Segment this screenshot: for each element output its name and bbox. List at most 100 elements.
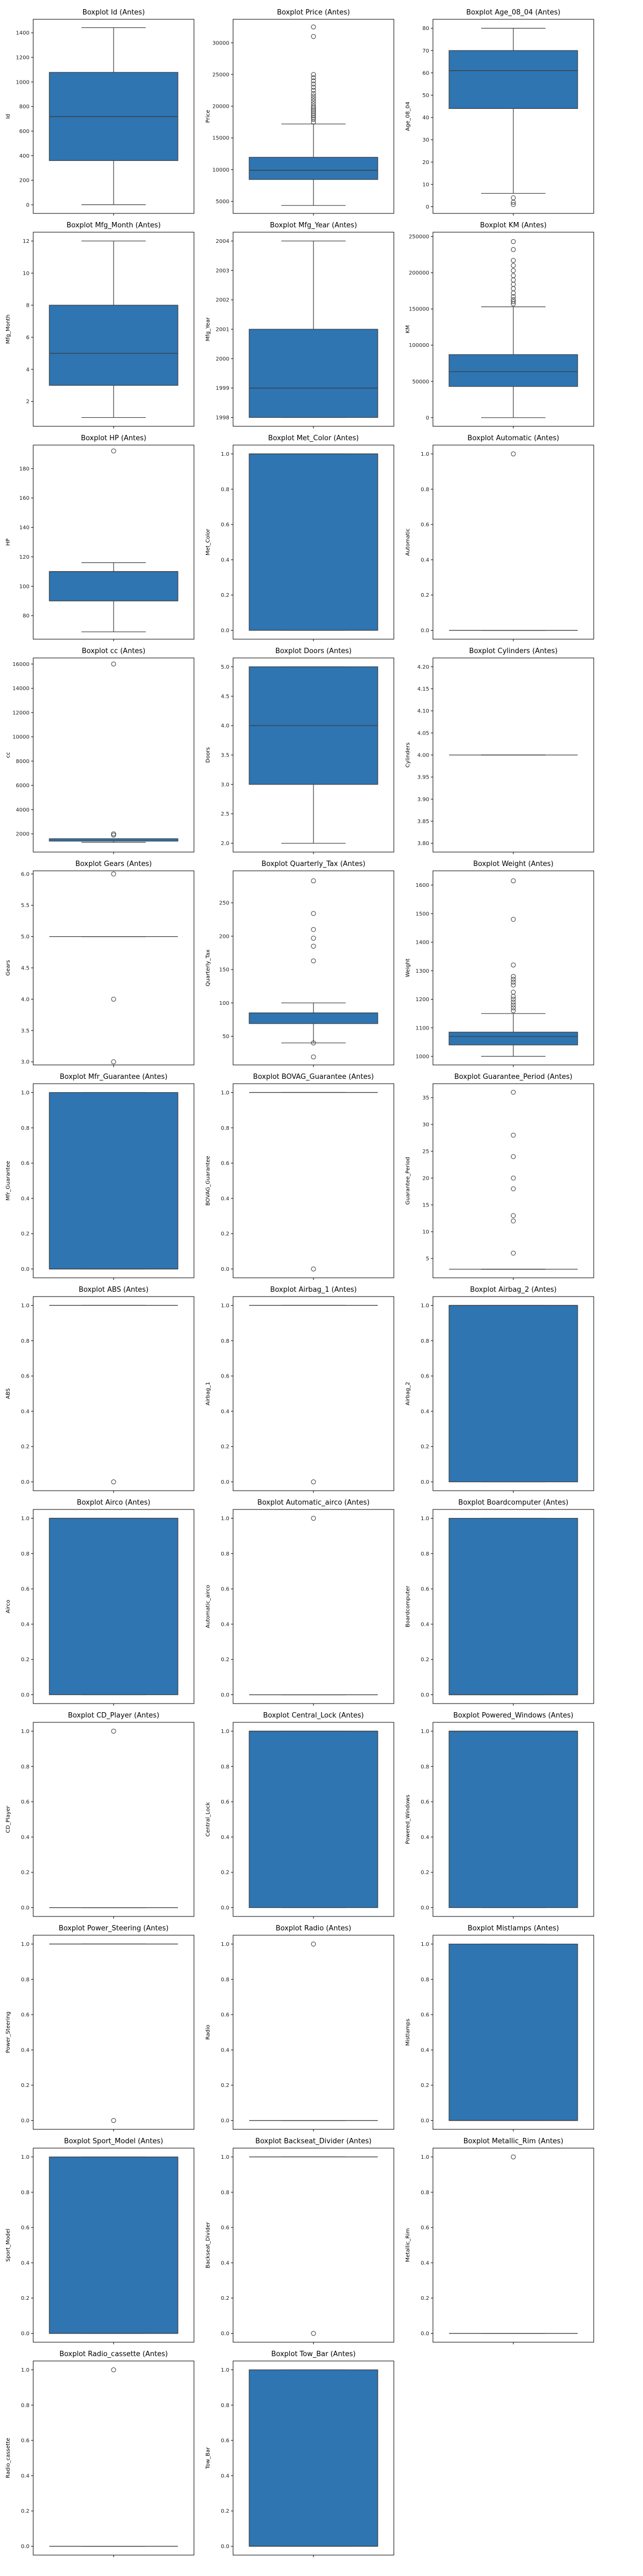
y-tick-label: 0.2 <box>421 593 429 598</box>
outlier-point <box>511 917 516 922</box>
y-tick-label: 0.2 <box>421 1444 429 1450</box>
y-tick-label: 1000 <box>16 79 29 85</box>
axes-frame <box>432 2148 594 2343</box>
y-tick-label: 2004 <box>216 239 229 245</box>
y-tick-label: 5 <box>426 1256 429 1262</box>
y-tick-label: 0.2 <box>221 1870 229 1876</box>
y-tick-label: 0.0 <box>21 1905 29 1911</box>
axes-frame <box>33 1722 195 1917</box>
y-tick-label: 0.2 <box>21 2508 29 2514</box>
y-tick-label: 0.2 <box>221 593 229 598</box>
axes-frame <box>233 1935 394 2130</box>
outlier-point <box>311 82 316 87</box>
subplot-21: Boxplot Airbag_2 (Antes) Airbag_2 0.0 0.2 0.… <box>405 1286 594 1493</box>
y-tick-label: 0.6 <box>21 2012 29 2018</box>
y-tick-label: 0.0 <box>221 2331 229 2337</box>
outlier-point <box>111 1059 116 1064</box>
y-tick-label: 0.8 <box>421 1764 429 1770</box>
subplot-title: Boxplot Powered_Windows (Antes) <box>453 1712 573 1720</box>
axes-frame <box>233 1509 394 1704</box>
outlier-point <box>311 101 316 106</box>
subplot-12: Boxplot Cylinders (Antes) Cylinders 3.80 3.… <box>405 647 594 854</box>
y-tick-label: 4.0 <box>221 723 229 729</box>
y-tick-label: 0.8 <box>421 2190 429 2196</box>
outlier-point <box>111 996 116 1002</box>
y-tick-label: 150000 <box>409 307 429 313</box>
outlier-point <box>111 448 116 454</box>
outlier-point <box>511 1186 516 1191</box>
y-tick-label: 0.0 <box>221 628 229 634</box>
y-tick-label: 0.0 <box>21 2331 29 2337</box>
axes-frame <box>33 1296 195 1491</box>
y-tick-label: 120 <box>19 554 29 560</box>
axes-frame <box>33 2360 195 2556</box>
outlier-point <box>511 297 516 302</box>
outlier-point <box>511 273 516 278</box>
outlier-point <box>311 120 316 125</box>
y-tick-label: 0.0 <box>221 1692 229 1698</box>
y-tick-label: 0.6 <box>21 2225 29 2231</box>
y-tick-label: 0.0 <box>221 1479 229 1485</box>
subplot-title: Boxplot cc (Antes) <box>82 647 146 655</box>
y-tick-label: 3.5 <box>221 753 229 759</box>
y-tick-label: 250 <box>219 900 229 906</box>
y-axis-label: Weight <box>405 959 411 978</box>
y-tick-label: 0.2 <box>421 1657 429 1663</box>
y-axis-label: Automatic_airco <box>205 1585 211 1628</box>
y-tick-label: 0.4 <box>421 2047 429 2053</box>
subplot-6: Boxplot KM (Antes) KM 0 50000 100000 150000 20… <box>405 221 594 428</box>
y-axis-label: CD_Player <box>5 1805 11 1833</box>
outlier-point <box>311 927 316 932</box>
subplot-title: Boxplot Airco (Antes) <box>77 1499 150 1507</box>
subplot-24: Boxplot Boardcomputer (Antes) Boardcomput… <box>405 1499 594 1706</box>
y-axis-label: Age_08_04 <box>405 102 411 131</box>
y-axis-label: Price <box>205 110 211 123</box>
y-tick-label: 1400 <box>416 940 429 946</box>
subplot-title: Boxplot Automatic_airco (Antes) <box>257 1499 369 1507</box>
outlier-point <box>111 1479 116 1485</box>
y-tick-label: 0.4 <box>221 1196 229 1202</box>
outlier-point <box>511 1000 516 1005</box>
y-tick-label: 0.4 <box>21 1834 29 1840</box>
outlier-point <box>311 878 316 884</box>
outlier-point <box>311 72 316 77</box>
subplot-3: Boxplot Age_08_04 (Antes) Age_08_04 0 10 20 3… <box>405 9 594 216</box>
y-tick-label: 0.2 <box>221 1657 229 1663</box>
subplot-title: Boxplot Sport_Model (Antes) <box>64 2137 163 2145</box>
y-tick-label: 10 <box>23 271 29 277</box>
y-tick-label: 0.6 <box>421 1800 429 1805</box>
outlier-point <box>511 1250 516 1256</box>
subplot-26: Boxplot Central_Lock (Antes) Central_Lock… <box>205 1712 394 1919</box>
y-tick-label: 0.0 <box>421 2118 429 2124</box>
y-tick-label: 3.95 <box>417 775 429 781</box>
y-axis-label: Radio <box>205 2025 211 2040</box>
outlier-point <box>511 2154 516 2159</box>
y-tick-label: 4.15 <box>417 686 429 692</box>
outlier-point <box>511 247 516 252</box>
y-axis-label: KM <box>405 325 411 333</box>
subplot-title: Boxplot Mfr_Guarantee (Antes) <box>59 1073 167 1081</box>
subplot-title: Boxplot Weight (Antes) <box>473 860 554 868</box>
y-tick-label: 0.8 <box>421 487 429 493</box>
iqr-box <box>49 838 178 842</box>
y-tick-label: 0.6 <box>421 2012 429 2018</box>
y-tick-label: 3.85 <box>417 819 429 825</box>
outlier-point <box>311 109 316 115</box>
subplot-28: Boxplot Power_Steering (Antes) Power_Stee… <box>5 1924 195 2131</box>
subplot-18: Boxplot Guarantee_Period (Antes) Guarante… <box>405 1073 594 1280</box>
y-tick-label: 50 <box>222 1034 229 1040</box>
y-tick-label: 0.2 <box>421 1870 429 1876</box>
iqr-box <box>49 2156 178 2334</box>
y-tick-label: 50000 <box>412 379 429 385</box>
y-axis-label: Guarantee_Period <box>405 1157 411 1204</box>
y-tick-label: 6.0 <box>21 871 29 877</box>
outlier-point <box>311 85 316 90</box>
y-tick-label: 3.0 <box>21 1060 29 1065</box>
outlier-point <box>511 1154 516 1159</box>
outlier-point <box>311 958 316 964</box>
outlier-point <box>511 1213 516 1218</box>
subplot-title: Boxplot Airbag_2 (Antes) <box>470 1286 557 1294</box>
y-tick-label: 1.0 <box>421 1516 429 1522</box>
y-tick-label: 0.2 <box>421 2083 429 2089</box>
